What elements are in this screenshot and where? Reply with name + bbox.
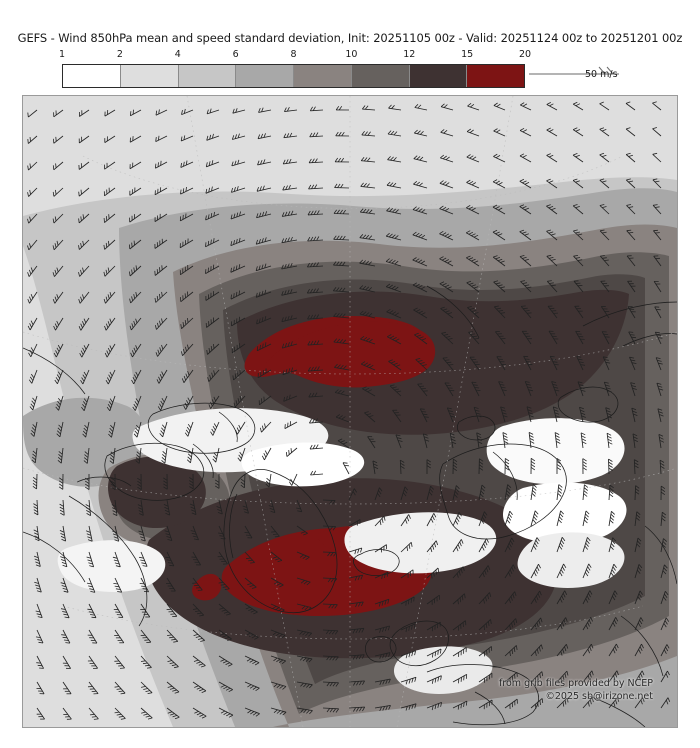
colorbar-tick-10: 10 bbox=[345, 49, 358, 60]
contour-fills bbox=[23, 96, 677, 727]
colorbar-segment-3 bbox=[236, 65, 294, 87]
wind-barbs bbox=[27, 101, 671, 720]
credits: from grib files provided by NCEP ©2025 s… bbox=[499, 678, 653, 703]
graticule bbox=[23, 96, 677, 727]
colorbar-segment-6 bbox=[409, 65, 468, 87]
colorbar-tick-2: 2 bbox=[116, 49, 123, 60]
wind-barb-scale-label: 50 m/s bbox=[585, 69, 618, 80]
credits-copyright: ©2025 sb@irizone.net bbox=[545, 690, 653, 702]
wind-barb-icon bbox=[529, 66, 619, 75]
colorbar-tick-4: 4 bbox=[174, 49, 181, 60]
colorbar-swatches bbox=[62, 64, 525, 88]
colorbar: 1 2 4 6 8 10 12 15 20 bbox=[58, 49, 531, 88]
weather-map[interactable]: from grib files provided by NCEP ©2025 s… bbox=[22, 95, 678, 728]
colorbar-tick-8: 8 bbox=[290, 49, 297, 60]
colorbar-segment-1 bbox=[120, 65, 179, 87]
colorbar-segment-5 bbox=[351, 65, 410, 87]
wind-barb-scale-key: 50 m/s bbox=[527, 49, 697, 88]
credits-source: from grib files provided by NCEP bbox=[498, 678, 653, 689]
colorbar-tick-15: 15 bbox=[461, 49, 474, 60]
colorbar-tick-6: 6 bbox=[232, 49, 239, 60]
colorbar-segment-0 bbox=[63, 65, 121, 87]
colorbar-tick-12: 12 bbox=[403, 49, 416, 60]
map-canvas bbox=[23, 96, 677, 727]
colorbar-segment-2 bbox=[178, 65, 237, 87]
colorbar-segment-4 bbox=[294, 65, 352, 87]
page-title: GEFS - Wind 850hPa mean and speed standa… bbox=[17, 31, 683, 45]
colorbar-tick-labels: 1 2 4 6 8 10 12 15 20 bbox=[58, 49, 531, 63]
colorbar-tick-20: 20 bbox=[518, 49, 532, 60]
colorbar-segment-7 bbox=[467, 65, 524, 87]
colorbar-tick-1: 1 bbox=[58, 49, 66, 60]
